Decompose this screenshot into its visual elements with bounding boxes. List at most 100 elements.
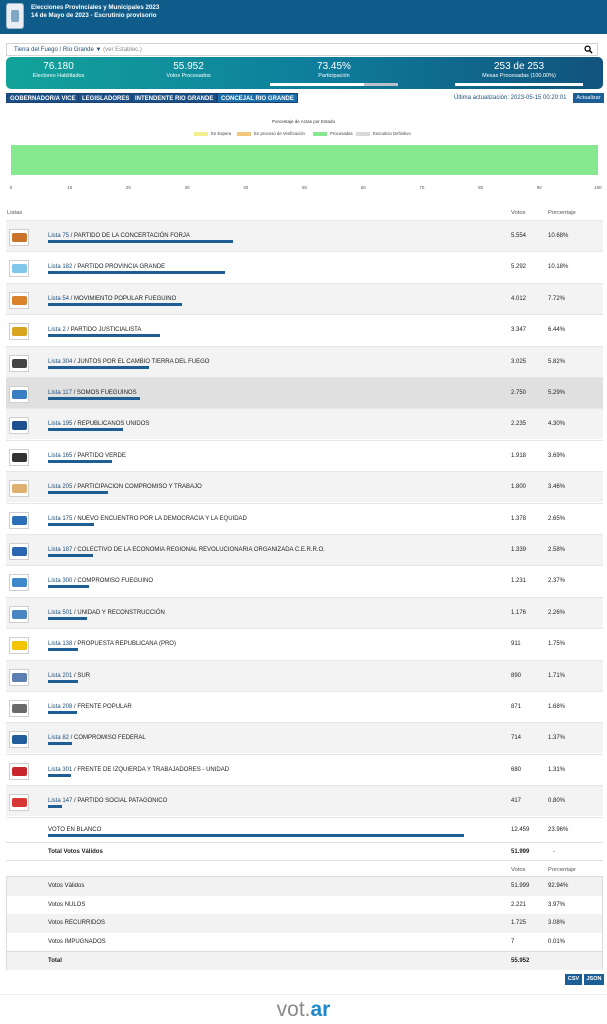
party-name[interactable]: Lista 175 / NUEVO ENCUENTRO POR LA DEMOC… [48, 515, 247, 522]
party-row[interactable]: Lista 117 / SOMOS FUEGUINOS 2.750 5.29% [6, 377, 603, 408]
tab-legisladores[interactable]: LEGISLADORES [78, 93, 134, 103]
party-row[interactable]: Lista 195 / REPUBLICANOS UNIDOS 2.235 4.30… [6, 408, 603, 440]
location-selector[interactable]: Tierra del Fuego / Río Grande ▼ (ver Est… [6, 43, 598, 56]
party-row[interactable]: Lista 187 / COLECTIVO DE LA ECONOMIA REG… [6, 534, 603, 565]
municipality-link[interactable]: Río Grande [62, 47, 94, 53]
lista-number[interactable]: Lista 195 [48, 421, 73, 428]
party-label[interactable]: MOVIMIENTO POPULAR FUEGUINO [74, 295, 177, 302]
party-row[interactable]: Lista 82 / COMPROMISO FEDERAL 714 1.37% [6, 722, 603, 754]
party-name[interactable]: Lista 205 / PARTICIPACION COMPROMISO Y T… [48, 484, 202, 491]
lista-number[interactable]: Lista 304 [48, 358, 73, 365]
lista-number[interactable]: Lista 300 [48, 578, 73, 585]
party-label[interactable]: NUEVO ENCUENTRO POR LA DEMOCRACIA Y LA E… [77, 515, 247, 522]
summary-table: Votos Válidos 51.999 92.94% Votos NULOS … [6, 876, 603, 970]
party-label[interactable]: SUR [77, 672, 91, 679]
party-label[interactable]: PARTICIPACION COMPROMISO Y TRABAJO [77, 484, 202, 491]
party-label[interactable]: COMPROMISO FEDERAL [74, 735, 146, 742]
lista-number[interactable]: Lista 175 [48, 515, 73, 522]
search-icon[interactable] [584, 45, 593, 56]
party-label[interactable]: PARTIDO PROVINCIA GRANDE [77, 264, 166, 271]
party-name[interactable]: Lista 2 / PARTIDO JUSTICIALISTA [48, 327, 142, 334]
lista-number[interactable]: Lista 301 [48, 766, 73, 773]
party-label[interactable]: PARTIDO JUSTICIALISTA [70, 327, 142, 334]
party-name[interactable]: Lista 304 / JUNTOS POR EL CAMBIO TIERRA … [48, 358, 210, 365]
lista-number[interactable]: Lista 117 [48, 390, 72, 396]
tab-gobernador[interactable]: GOBERNADOR/A VICE [6, 93, 80, 103]
lista-number[interactable]: Lista 182 [48, 264, 73, 271]
lista-number[interactable]: Lista 75 [48, 233, 70, 239]
lista-number[interactable]: Lista 201 [48, 672, 73, 679]
party-name[interactable]: Lista 117 / SOMOS FUEGUINOS [48, 390, 137, 396]
party-label[interactable]: JUNTOS POR EL CAMBIO TIERRA DEL FUEGO [77, 358, 210, 365]
total-valid-row: Total Votos Válidos 51.999 - [6, 842, 603, 861]
csv-download-button[interactable]: CSV [565, 974, 582, 985]
party-row[interactable]: Lista 75 / PARTIDO DE LA CONCERTACIÓN FO… [6, 220, 603, 251]
party-row[interactable]: Lista 165 / PARTIDO VERDE 1.918 3.69% [6, 439, 603, 471]
party-share-bar [48, 334, 160, 338]
party-label[interactable]: UNIDAD Y RECONSTRUCCIÓN [77, 609, 165, 616]
party-label[interactable]: SOMOS FUEGUINOS [76, 390, 137, 396]
party-name[interactable]: Lista 208 / FRENTE POPULAR [48, 704, 132, 710]
party-name[interactable]: Lista 138 / PROPUESTA REPUBLICANA (PRO) [48, 641, 176, 648]
party-row[interactable]: Lista 300 / COMPROMISO FUEGUINO 1.231 2.37… [6, 565, 603, 597]
lista-number[interactable]: Lista 205 [48, 484, 73, 491]
party-name[interactable]: Lista 147 / PARTIDO SOCIAL PATAGONICO [48, 798, 168, 805]
tab-concejal[interactable]: CONCEJAL RIO GRANDE [217, 93, 298, 103]
dropdown-arrow-icon[interactable]: ▼ [95, 47, 102, 53]
lista-number[interactable]: Lista 138 [48, 641, 73, 648]
mesas-value: 253 de 253 [493, 61, 545, 72]
party-label[interactable]: PARTIDO SOCIAL PATAGONICO [77, 798, 168, 805]
party-name[interactable]: Lista 182 / PARTIDO PROVINCIA GRANDE [48, 264, 166, 271]
party-label[interactable]: COMPROMISO FUEGUINO [77, 578, 154, 585]
party-label[interactable]: COLECTIVO DE LA ECONOMIA REGIONAL REVOLU… [77, 547, 325, 553]
province-link[interactable]: Tierra del Fuego [14, 47, 58, 53]
party-name[interactable]: Lista 187 / COLECTIVO DE LA ECONOMIA REG… [48, 547, 325, 553]
json-download-button[interactable]: JSON [584, 974, 604, 985]
lista-number[interactable]: Lista 208 [48, 704, 73, 710]
party-row[interactable]: Lista 201 / SUR 890 1.71% [6, 659, 603, 691]
party-name[interactable]: Lista 54 / MOVIMIENTO POPULAR FUEGUINO [48, 295, 177, 302]
party-name[interactable]: Lista 75 / PARTIDO DE LA CONCERTACIÓN FO… [48, 233, 190, 239]
party-row[interactable]: Lista 208 / FRENTE POPULAR 871 1.68% [6, 691, 603, 722]
party-row[interactable]: Lista 175 / NUEVO ENCUENTRO POR LA DEMOC… [6, 502, 603, 534]
view-establishments-link[interactable]: (ver Establec.) [103, 47, 142, 53]
location-breadcrumb[interactable]: Tierra del Fuego / Río Grande ▼ (ver Est… [14, 47, 142, 53]
party-name[interactable]: Lista 201 / SUR [48, 672, 91, 679]
party-name[interactable]: Lista 301 / FRENTE DE IZQUIERDA Y TRABAJ… [48, 766, 230, 773]
summary-label: Votos IMPUGNADOS [48, 939, 106, 945]
lista-number[interactable]: Lista 165 [48, 452, 73, 459]
col-header-votos: Votos [511, 210, 526, 216]
x-tick-label: 90 [537, 185, 543, 190]
party-row[interactable]: Lista 304 / JUNTOS POR EL CAMBIO TIERRA … [6, 345, 603, 377]
party-row[interactable]: Lista 138 / PROPUESTA REPUBLICANA (PRO) 9… [6, 628, 603, 660]
party-name[interactable]: Lista 165 / PARTIDO VERDE [48, 452, 126, 459]
lista-number[interactable]: Lista 54 [48, 295, 70, 302]
summary-total-label: Total [48, 958, 62, 964]
party-name[interactable]: Lista 300 / COMPROMISO FUEGUINO [48, 578, 154, 585]
party-name[interactable]: Lista 82 / COMPROMISO FEDERAL [48, 735, 146, 742]
party-label[interactable]: FRENTE DE IZQUIERDA Y TRABAJADORES - UNI… [77, 766, 230, 773]
party-label[interactable]: FRENTE POPULAR [77, 704, 132, 710]
party-share-bar [48, 554, 93, 557]
party-row[interactable]: Lista 54 / MOVIMIENTO POPULAR FUEGUINO 4.… [6, 282, 603, 314]
party-row[interactable]: Lista 301 / FRENTE DE IZQUIERDA Y TRABAJ… [6, 753, 603, 785]
party-row[interactable]: Lista 182 / PARTIDO PROVINCIA GRANDE 5.29… [6, 251, 603, 283]
party-pct: 4.30% [548, 421, 566, 428]
party-name[interactable]: Lista 501 / UNIDAD Y RECONSTRUCCIÓN [48, 609, 165, 616]
party-row[interactable]: Lista 147 / PARTIDO SOCIAL PATAGONICO 417… [6, 785, 603, 817]
tab-intendente[interactable]: INTENDENTE RIO GRANDE [131, 93, 218, 103]
refresh-button[interactable]: Actualizar [573, 93, 604, 103]
lista-number[interactable]: Lista 2 [48, 327, 66, 334]
party-label[interactable]: PARTIDO VERDE [77, 452, 126, 459]
lista-number[interactable]: Lista 187 [48, 547, 73, 553]
party-label[interactable]: PROPUESTA REPUBLICANA (PRO) [77, 641, 176, 648]
lista-number[interactable]: Lista 82 [48, 735, 70, 742]
party-row[interactable]: Lista 501 / UNIDAD Y RECONSTRUCCIÓN 1.176… [6, 596, 603, 628]
party-label[interactable]: REPUBLICANOS UNIDOS [77, 421, 150, 428]
party-name[interactable]: Lista 195 / REPUBLICANOS UNIDOS [48, 421, 150, 428]
party-label[interactable]: PARTIDO DE LA CONCERTACIÓN FORJA [74, 233, 190, 239]
lista-number[interactable]: Lista 147 [48, 798, 73, 805]
lista-number[interactable]: Lista 501 [48, 609, 73, 616]
party-row[interactable]: Lista 2 / PARTIDO JUSTICIALISTA 3.347 6.44… [6, 314, 603, 346]
party-row[interactable]: Lista 205 / PARTICIPACION COMPROMISO Y T… [6, 471, 603, 503]
